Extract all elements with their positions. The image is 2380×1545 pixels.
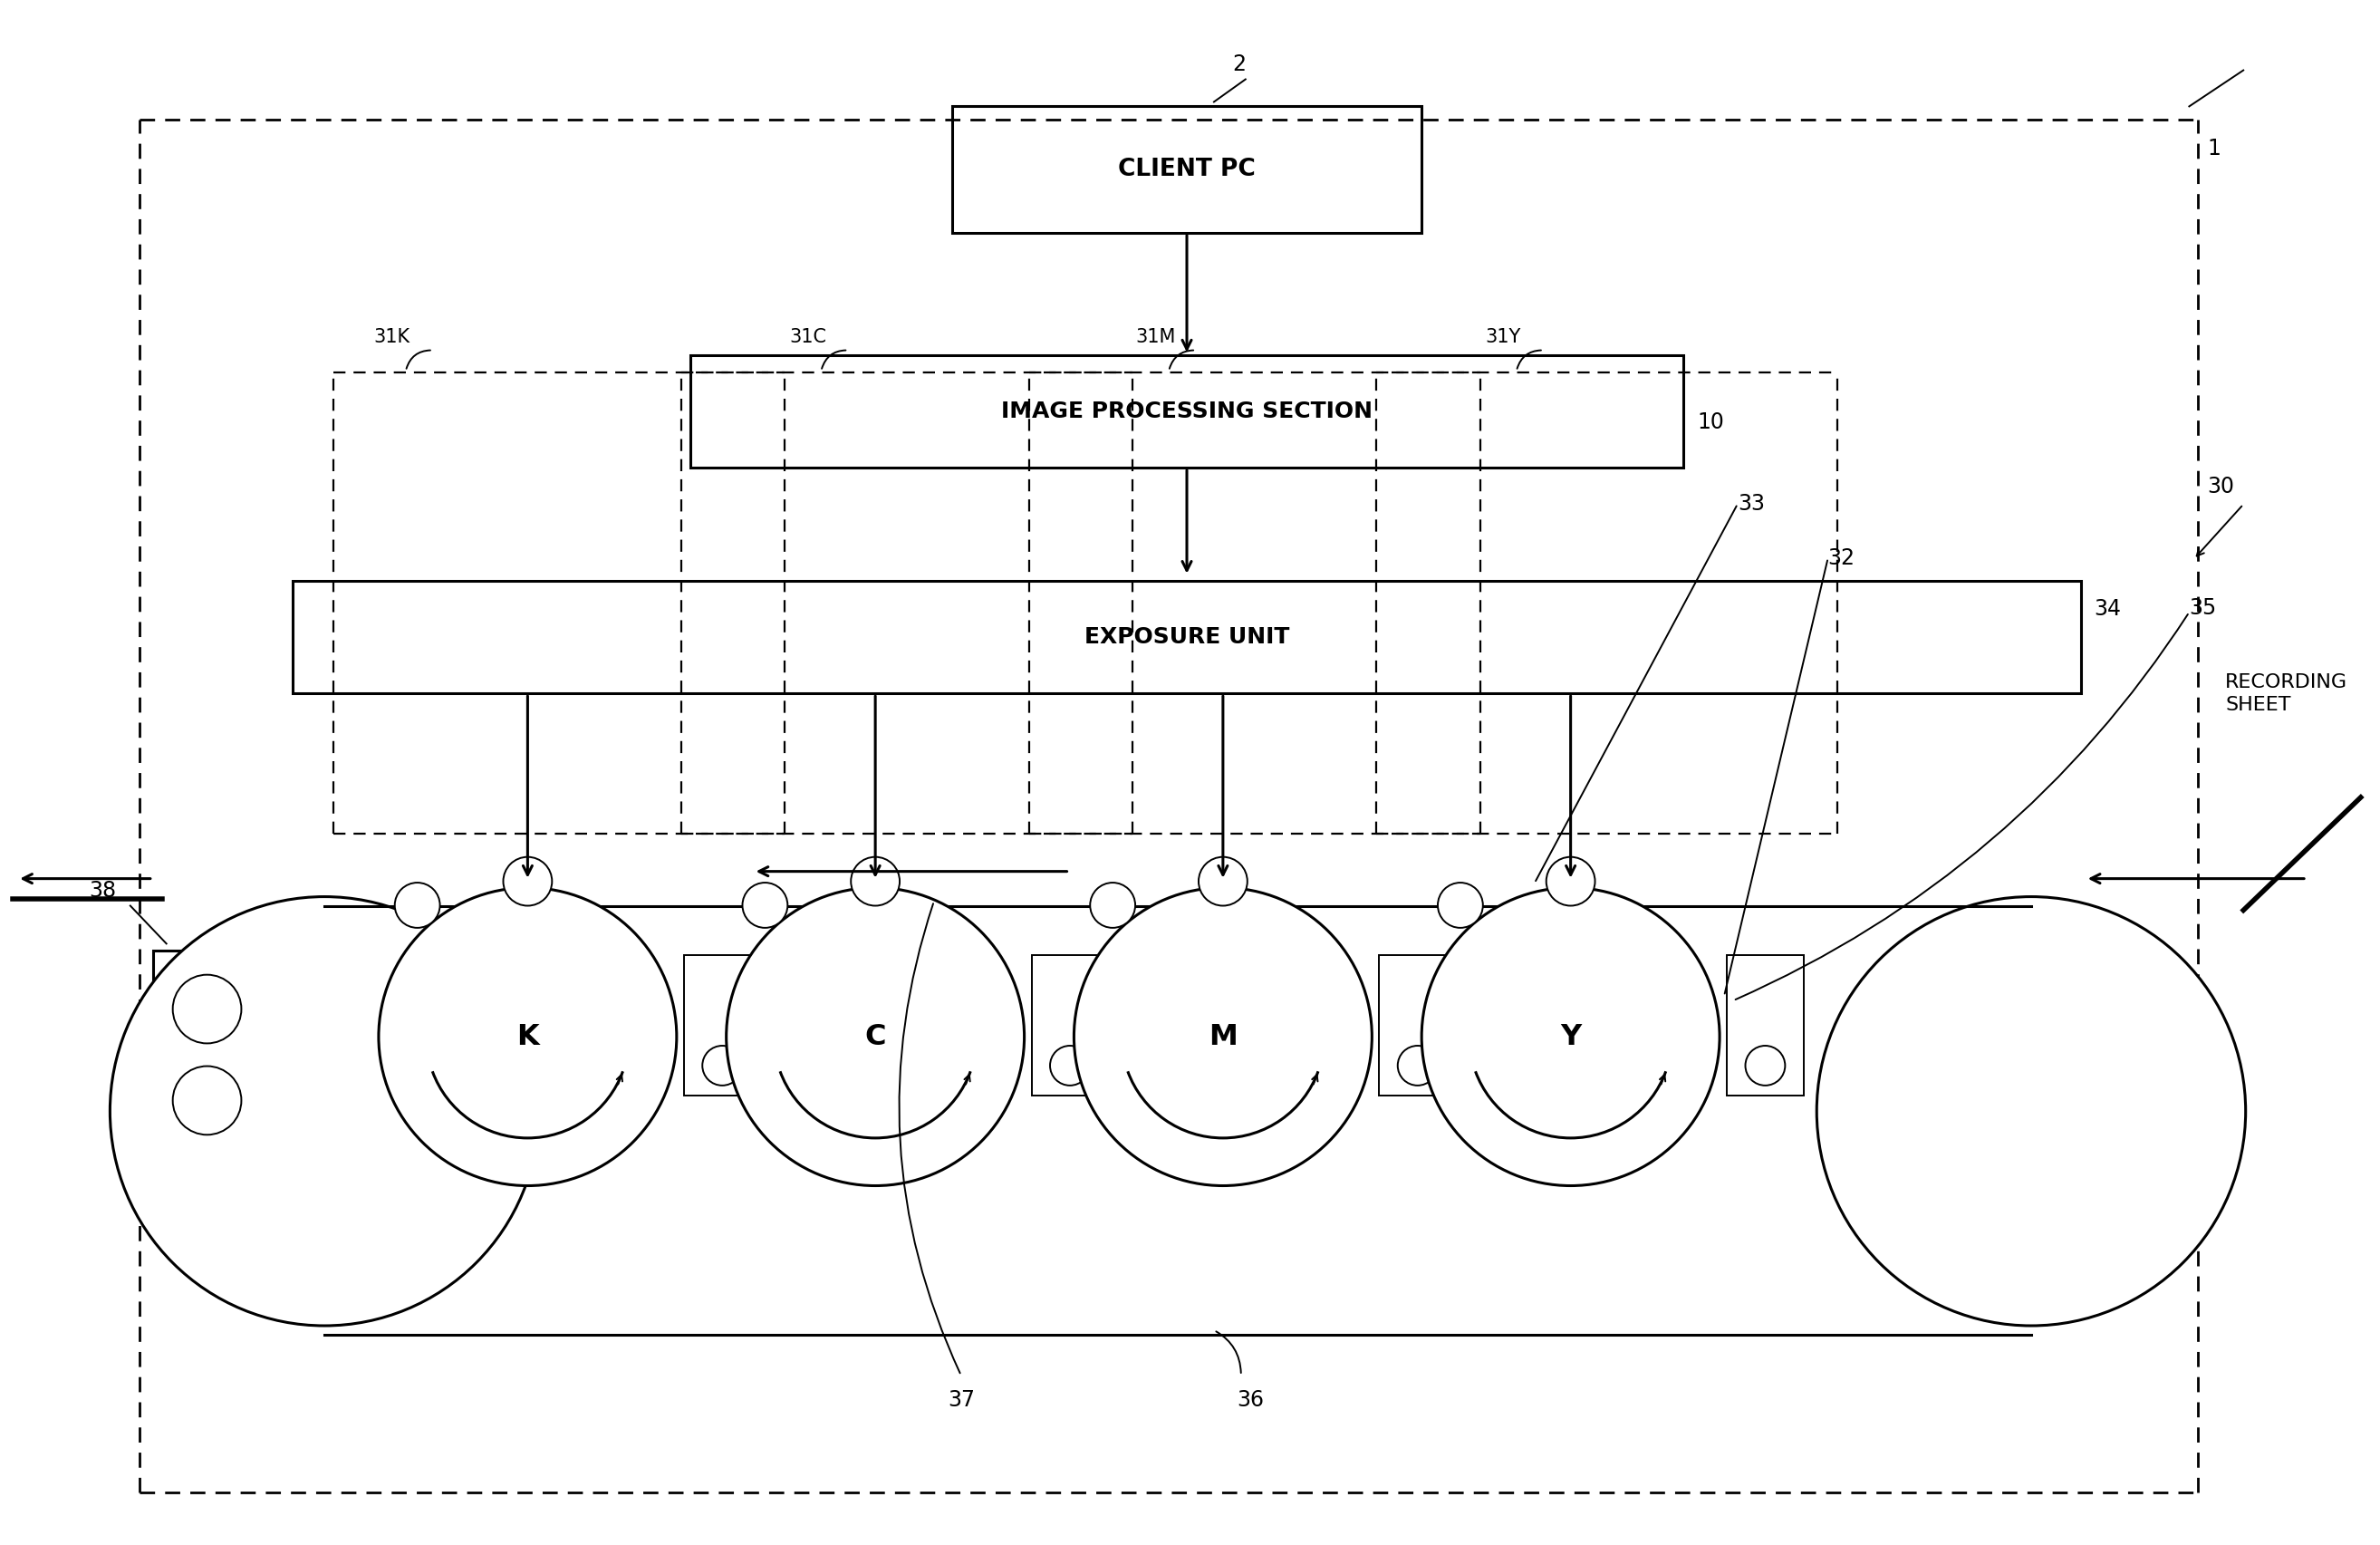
Circle shape: [174, 975, 240, 1043]
Bar: [1031, 955, 1109, 1095]
Text: RECORDING
SHEET: RECORDING SHEET: [2225, 674, 2347, 714]
Text: K: K: [516, 1023, 538, 1051]
Bar: [952, 107, 1421, 233]
Text: 37: 37: [947, 1389, 976, 1411]
Text: 31C: 31C: [790, 328, 826, 346]
Text: 31M: 31M: [1135, 328, 1176, 346]
Bar: [1728, 955, 1804, 1095]
Text: 1: 1: [2206, 138, 2221, 159]
Circle shape: [1050, 1046, 1090, 1086]
Text: 31Y: 31Y: [1485, 328, 1521, 346]
Circle shape: [1816, 896, 2247, 1326]
Bar: [683, 955, 762, 1095]
Circle shape: [1745, 1046, 1785, 1086]
Circle shape: [1200, 857, 1247, 905]
Circle shape: [395, 882, 440, 929]
Text: 36: 36: [1238, 1389, 1264, 1411]
Circle shape: [702, 1046, 743, 1086]
Circle shape: [378, 888, 676, 1185]
Circle shape: [852, 857, 900, 905]
Circle shape: [1090, 882, 1135, 929]
Bar: [1378, 955, 1457, 1095]
Text: 38: 38: [90, 879, 117, 901]
Text: M: M: [1209, 1023, 1238, 1051]
Text: 34: 34: [2094, 598, 2121, 620]
Circle shape: [743, 882, 788, 929]
Text: 35: 35: [2190, 596, 2216, 618]
Text: EXPOSURE UNIT: EXPOSURE UNIT: [1085, 626, 1290, 647]
Text: 33: 33: [1737, 493, 1766, 514]
Text: 31K: 31K: [374, 328, 409, 346]
Circle shape: [1547, 857, 1595, 905]
Text: 32: 32: [1828, 547, 1854, 569]
Text: IMAGE PROCESSING SECTION: IMAGE PROCESSING SECTION: [1002, 400, 1373, 422]
Circle shape: [109, 896, 538, 1326]
Text: 30: 30: [2206, 476, 2235, 497]
Circle shape: [1438, 882, 1483, 929]
Circle shape: [502, 857, 552, 905]
Bar: [152, 950, 262, 1159]
Text: 2: 2: [1233, 53, 1245, 74]
Circle shape: [174, 1066, 240, 1134]
Bar: [690, 355, 1683, 468]
Bar: [293, 581, 2080, 694]
Text: C: C: [864, 1023, 885, 1051]
Text: CLIENT PC: CLIENT PC: [1119, 158, 1257, 181]
Circle shape: [1421, 888, 1721, 1185]
Circle shape: [726, 888, 1023, 1185]
Text: 10: 10: [1697, 411, 1723, 434]
Circle shape: [1397, 1046, 1438, 1086]
Text: Y: Y: [1561, 1023, 1580, 1051]
Circle shape: [1073, 888, 1371, 1185]
